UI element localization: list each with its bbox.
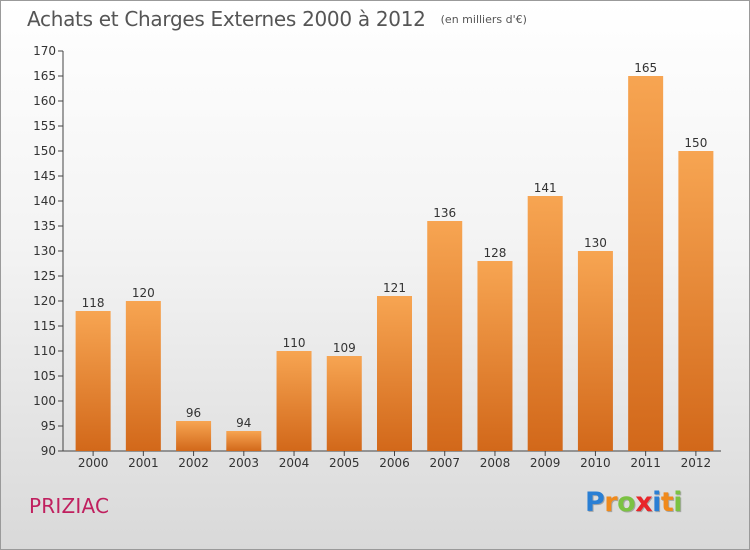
- bar: [226, 431, 262, 451]
- y-tick-label: 135: [33, 219, 56, 233]
- y-tick-label: 140: [33, 194, 56, 208]
- chart-title: Achats et Charges Externes 2000 à 2012: [27, 7, 426, 31]
- x-tick-label: 2011: [630, 456, 661, 470]
- logo-letter: i: [673, 487, 683, 518]
- bar-value-label: 121: [383, 281, 406, 295]
- y-tick-label: 130: [33, 244, 56, 258]
- chart-bars: 118 120 96 94 110 109 121 136 128 141 130 165 150: [75, 61, 714, 451]
- bar: [125, 301, 161, 451]
- bar-value-label: 136: [433, 206, 456, 220]
- x-tick-label: 2001: [128, 456, 159, 470]
- bar: [276, 351, 312, 451]
- y-tick-label: 165: [33, 69, 56, 83]
- x-tick-label: 2012: [681, 456, 712, 470]
- bar-value-label: 118: [82, 296, 105, 310]
- bar: [527, 196, 563, 451]
- x-tick-label: 2009: [530, 456, 561, 470]
- logo-letter: i: [652, 487, 661, 518]
- bar-value-label: 150: [684, 136, 707, 150]
- y-tick-label: 110: [33, 344, 56, 358]
- y-tick-label: 120: [33, 294, 56, 308]
- logo-letter: x: [635, 487, 653, 518]
- x-tick-label: 2006: [379, 456, 410, 470]
- title-row: Achats et Charges Externes 2000 à 2012 (…: [27, 7, 527, 31]
- x-tick-label: 2007: [429, 456, 460, 470]
- y-tick-label: 160: [33, 94, 56, 108]
- bar-value-label: 141: [534, 181, 557, 195]
- bar: [577, 251, 613, 451]
- y-tick-label: 100: [33, 394, 56, 408]
- chart-axes: 90 95 100 105 110 115 120 125 130 135 140 145 150 155…: [33, 44, 721, 470]
- x-tick-label: 2010: [580, 456, 611, 470]
- y-tick-label: 95: [41, 419, 56, 433]
- logo-letter: t: [660, 487, 674, 518]
- proxiti-logo[interactable]: Proxiti: [585, 487, 683, 518]
- bar-value-label: 128: [484, 246, 507, 260]
- bar-value-label: 96: [186, 406, 201, 420]
- bar: [326, 356, 362, 451]
- chart-unit-label: (en milliers d'€): [440, 13, 527, 26]
- x-tick-label: 2000: [78, 456, 109, 470]
- bar-value-label: 130: [584, 236, 607, 250]
- bar: [678, 151, 714, 451]
- logo-letter: r: [604, 487, 618, 518]
- bar: [477, 261, 513, 451]
- bar: [427, 221, 463, 451]
- logo-letter: P: [585, 487, 605, 518]
- y-tick-label: 115: [33, 319, 56, 333]
- x-tick-label: 2008: [480, 456, 511, 470]
- bar-value-label: 120: [132, 286, 155, 300]
- x-tick-label: 2004: [279, 456, 310, 470]
- bar-value-label: 165: [634, 61, 657, 75]
- y-tick-label: 170: [33, 44, 56, 58]
- y-tick-label: 150: [33, 144, 56, 158]
- logo-letter: o: [617, 487, 636, 518]
- y-tick-label: 90: [41, 444, 56, 458]
- y-tick-label: 155: [33, 119, 56, 133]
- bar: [377, 296, 412, 451]
- y-tick-label: 145: [33, 169, 56, 183]
- bar-value-label: 109: [333, 341, 356, 355]
- x-tick-label: 2003: [229, 456, 260, 470]
- x-tick-label: 2005: [329, 456, 360, 470]
- y-tick-label: 125: [33, 269, 56, 283]
- bar-value-label: 94: [236, 416, 251, 430]
- bar: [628, 76, 664, 451]
- bar-value-label: 110: [283, 336, 306, 350]
- y-tick-label: 105: [33, 369, 56, 383]
- bar: [75, 311, 111, 451]
- x-tick-label: 2002: [178, 456, 209, 470]
- commune-name: PRIZIAC: [29, 494, 110, 518]
- bar: [176, 421, 212, 451]
